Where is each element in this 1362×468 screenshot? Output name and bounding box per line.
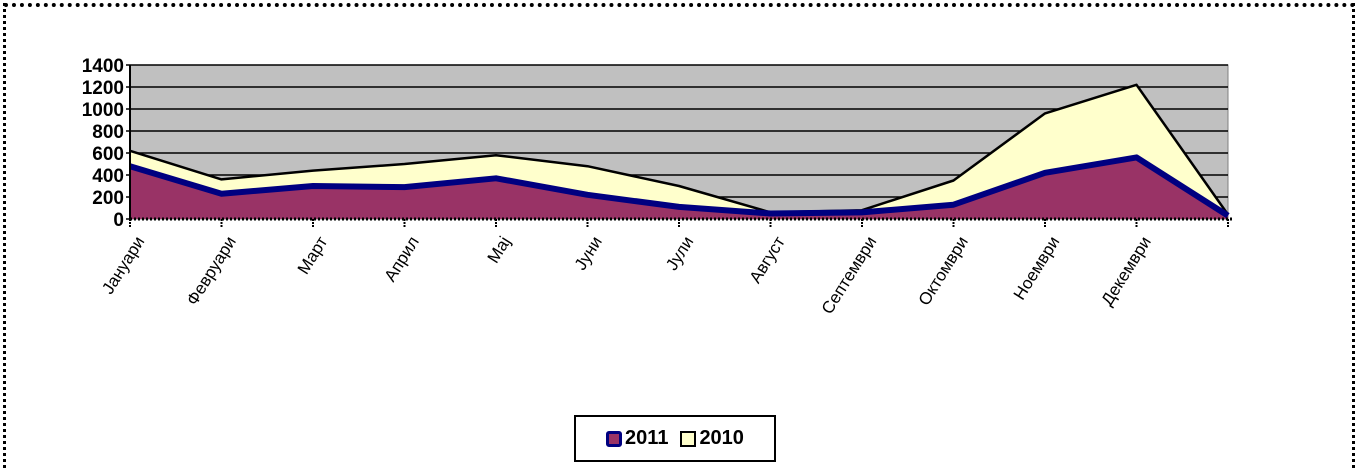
series-areas [129,83,1230,219]
legend-item-2010: 2010 [680,427,744,450]
y-tick-label-0: 0 [113,210,124,231]
x-tick-label: Февруари [183,233,240,309]
legend-item-2011: 2011 [606,427,668,450]
x-tick-label: Јуни [571,233,606,274]
x-tick-label: Јануари [98,233,148,297]
area-2011 [130,157,1228,219]
legend-swatch-2011 [606,430,623,447]
x-tick-label: Мај [484,233,515,266]
y-tick-label-200: 200 [92,188,124,209]
y-tick-label-1000: 1000 [82,100,124,121]
x-axis-ticks: Јануари Февруари Март Април Мај Јуни Јули Авгус… [98,219,1229,317]
y-tick-label-800: 800 [92,122,124,143]
frame-border-top [4,3,1356,7]
y-tick-label-1200: 1200 [82,78,124,99]
legend-swatch-2010 [680,430,697,447]
frame-border-right [1352,3,1355,468]
legend-label-2010: 2010 [699,427,744,449]
x-tick-label: Август [746,233,789,287]
x-tick-label: Септември [818,233,881,317]
line-2011 [129,154,1230,219]
x-tick-label: Април [381,233,423,285]
x-tick-label: Март [294,233,332,278]
x-tick-label: Ноември [1010,233,1064,303]
axes [129,65,1232,221]
legend-label-2011: 2011 [625,427,669,449]
frame-border-left [3,3,6,468]
y-tick-label-600: 600 [92,144,124,165]
y-tick-label-400: 400 [92,166,124,187]
x-tick-label: Декември [1098,233,1155,309]
line-2010 [129,83,1230,216]
legend: 2011 2010 [574,415,776,462]
x-tick-label: Октомври [915,233,972,309]
x-tick-label: Јули [662,233,697,274]
y-tick-label-1400: 1400 [82,56,124,77]
